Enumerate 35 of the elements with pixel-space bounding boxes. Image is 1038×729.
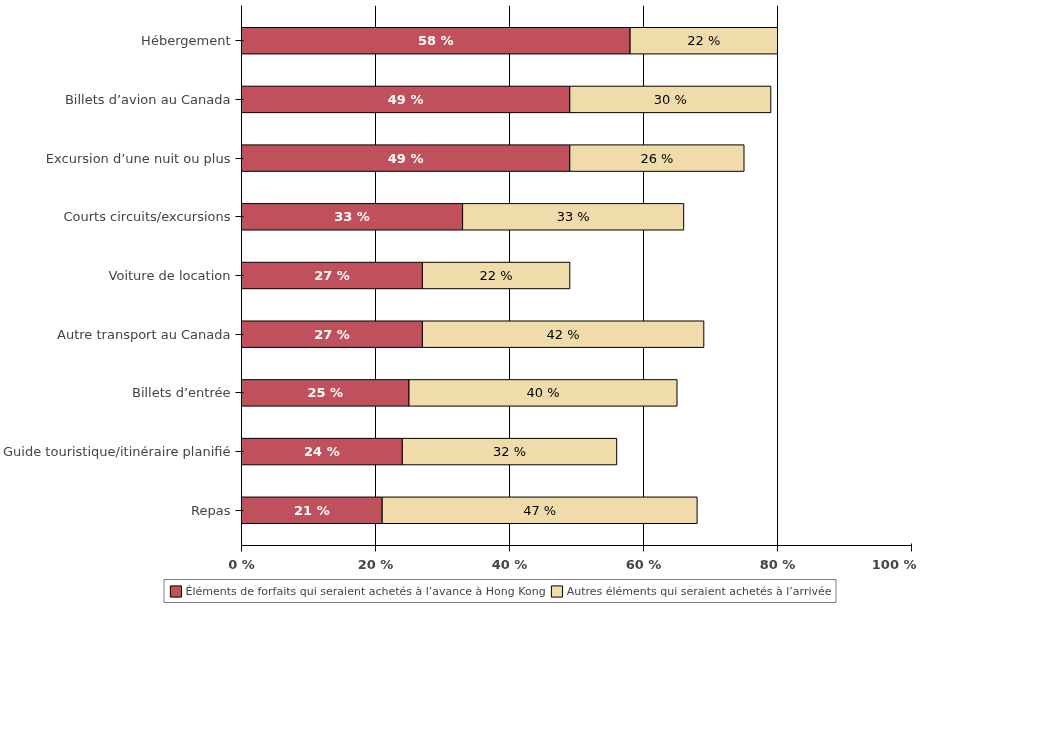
x-tick-label: 80 % [759,556,796,572]
data-label: 22 % [479,268,513,283]
data-label: 49 % [387,150,424,166]
x-tick-label: 40 % [491,556,528,572]
y-tick-label: Excursion d’une nuit ou plus [45,150,231,166]
data-label: 27 % [314,326,350,342]
data-label: 22 % [687,33,721,49]
y-tick-label: Autre transport au Canada [57,326,231,342]
y-tick-label: Voiture de location [108,268,231,283]
x-tick-label: 60 % [625,556,662,572]
data-label: 32 % [492,444,527,460]
data-label: 42 % [546,326,580,342]
data-label: 47 % [523,502,557,518]
legend-label: Autres éléments qui seraient achetés à l’arrivée [566,584,832,598]
data-label: 33 % [556,209,590,225]
x-tick-label: 20 % [357,556,394,572]
data-label: 21 % [294,502,330,518]
y-tick-label: Guide touristique/itinéraire planifié [3,444,231,460]
data-label: 30 % [653,91,687,107]
data-label: 25 % [307,385,344,401]
data-label: 24 % [304,444,340,460]
data-label: 49 % [387,91,424,107]
y-tick-label: Billets d’avion au Canada [64,91,231,107]
y-tick-label: Billets d’entrée [131,385,231,401]
y-tick-label: Courts circuits/excursions [63,209,231,225]
y-tick-label: Hébergement [141,33,231,49]
x-tick-label: 100 % [871,556,917,572]
data-label: 33 % [334,209,370,225]
data-label: 40 % [526,385,560,401]
data-label: 58 % [417,33,454,49]
legend-label: Éléments de forfaits qui seraient achetés à l’avance à Hong Kong [185,584,546,598]
x-tick-label: 0 % [228,556,255,572]
data-label: 27 % [314,268,350,283]
data-label: 26 % [640,150,674,166]
y-tick-label: Repas [191,502,231,518]
